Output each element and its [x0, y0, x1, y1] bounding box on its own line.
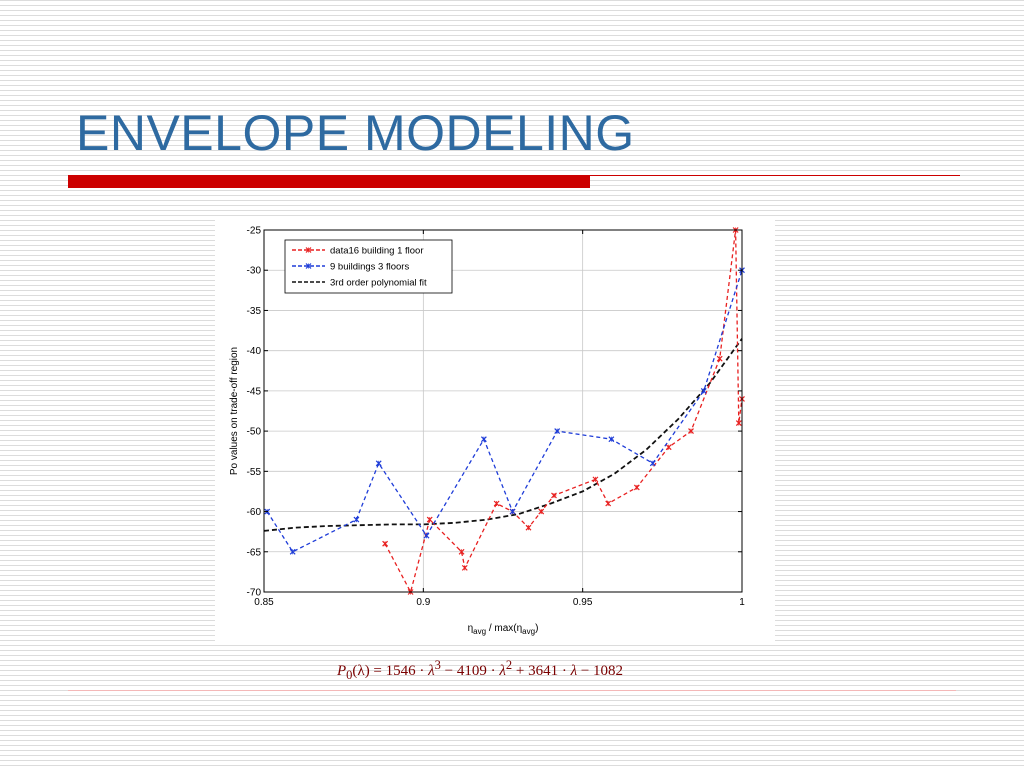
title-underline-bar — [68, 175, 960, 188]
legend: data16 building 1 floor 9 buildings 3 flo… — [284, 239, 453, 294]
series-0-point — [382, 540, 389, 547]
series-1-point — [509, 508, 516, 515]
series-1-point — [554, 428, 561, 435]
eq-power-2: 2 — [505, 658, 513, 672]
y-tick-label: -70 — [247, 588, 262, 599]
legend-label-2: 3rd order polynomial fit — [330, 278, 427, 289]
y-tick-label: -45 — [247, 386, 262, 397]
x-tick-label: 0.85 — [254, 597, 274, 608]
eq-coef-1: + 3641 · — [512, 663, 571, 679]
y-tick-label: -55 — [247, 467, 262, 478]
bottom-divider — [68, 690, 956, 691]
tick-layer: 0.85 0.9 0.95 1 -70 -65 -60 -55 -50 -45 -40 -35 -30 -… — [247, 226, 746, 609]
series-1-point — [375, 460, 382, 467]
legend-marker-1 — [305, 263, 312, 269]
grid-layer — [264, 230, 742, 592]
series-0-point — [605, 500, 612, 507]
series-1-point — [289, 548, 296, 555]
series-0-point — [461, 564, 468, 571]
eq-term-3: λ — [428, 663, 435, 679]
polynomial-equation: P0(λ) = 1546 · λ3 − 4109 · λ2 + 3641 · λ… — [337, 658, 667, 683]
chart-svg: 0.85 0.9 0.95 1 -70 -65 -60 -55 -50 -45 -40 -35 -30 -… — [229, 226, 746, 637]
plot-frame — [263, 229, 743, 593]
y-tick-label: -30 — [247, 266, 262, 277]
y-tick-label: -35 — [247, 306, 262, 317]
x-axis-label: ηavg / max(ηavg) — [468, 623, 539, 636]
series-0-point — [716, 355, 723, 362]
eq-term-2: λ — [499, 663, 506, 679]
series-layer — [263, 227, 745, 595]
series-0-point — [538, 508, 545, 515]
slide-title: ENVELOPE MODELING — [76, 105, 635, 161]
series-0-point — [665, 444, 672, 451]
y-tick-label: -25 — [247, 226, 262, 237]
y-tick-label: -40 — [247, 346, 262, 357]
series-0-point — [592, 476, 599, 483]
x-tick-label: 0.9 — [416, 597, 430, 608]
series-line-1 — [266, 270, 743, 553]
y-tick-label: -65 — [247, 547, 262, 558]
series-0-point — [633, 484, 640, 491]
chart-area: 0.85 0.9 0.95 1 -70 -65 -60 -55 -50 -45 -40 -35 -30 -… — [215, 218, 775, 642]
y-axis-label: Po values on trade-off region — [229, 347, 240, 475]
series-1-point — [423, 532, 430, 539]
series-1-point — [480, 436, 487, 443]
title-accent-bar — [68, 175, 590, 188]
y-tick-label: -60 — [247, 507, 262, 518]
y-tick-label: -50 — [247, 427, 262, 438]
title-accent-rule — [590, 175, 960, 176]
series-1-point — [608, 436, 615, 443]
eq-coef-2: − 4109 · — [440, 663, 500, 679]
eq-lhs-arg: (λ) = — [352, 663, 386, 679]
x-tick-label: 1 — [739, 597, 745, 608]
series-1-point — [700, 387, 707, 394]
eq-const: − 1082 — [577, 663, 624, 679]
series-0-point — [493, 500, 500, 507]
eq-power-3: 3 — [434, 658, 441, 672]
series-0-point — [458, 548, 465, 555]
series-0-point — [735, 420, 742, 426]
legend-label-0: data16 building 1 floor — [330, 246, 424, 257]
eq-lhs-sub: 0 — [346, 668, 353, 682]
eq-coef-3: 1546 · — [385, 663, 429, 679]
eq-term-1: λ — [570, 663, 578, 679]
series-0-point — [426, 516, 433, 523]
x-tick-label: 0.95 — [573, 597, 593, 608]
series-0-point — [551, 492, 557, 499]
legend-label-1: 9 buildings 3 floors — [330, 262, 409, 273]
series-1-point — [353, 516, 360, 523]
series-0-point — [688, 428, 694, 435]
series-1-point — [649, 460, 656, 467]
eq-lhs-var: P — [337, 663, 347, 679]
series-0-point — [525, 524, 532, 531]
legend-marker-0 — [305, 247, 312, 253]
